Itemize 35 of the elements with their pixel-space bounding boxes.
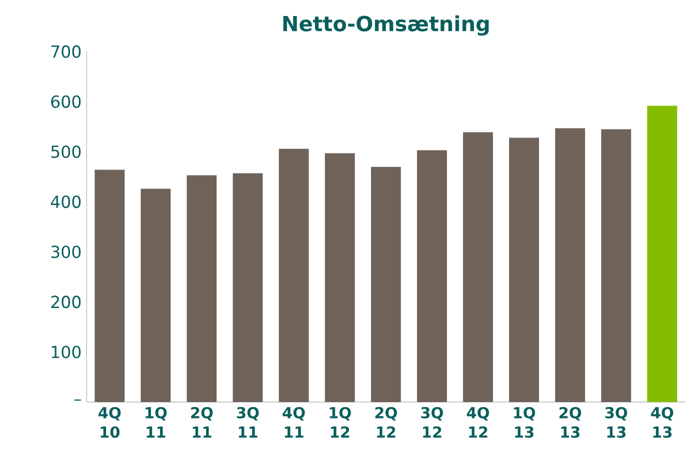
y-tick-label: 600 xyxy=(51,95,81,108)
bar xyxy=(324,153,355,402)
bar xyxy=(555,128,586,402)
bar xyxy=(278,148,309,402)
y-tick-label: 400 xyxy=(50,195,81,208)
y-tick-label: 300 xyxy=(51,246,81,258)
x-tick-label: 4Q 10 xyxy=(98,406,121,438)
bar xyxy=(370,166,401,402)
x-tick-label: 3Q 12 xyxy=(421,406,443,438)
bar xyxy=(463,132,493,402)
x-tick-label: 1Q 12 xyxy=(330,406,351,438)
bar xyxy=(647,106,678,402)
x-tick-label: 2Q 12 xyxy=(375,406,397,438)
x-tick-label: 4Q 11 xyxy=(282,406,305,438)
y-tick-label: 500 xyxy=(51,145,81,158)
bar xyxy=(186,175,217,402)
bar xyxy=(140,188,171,402)
x-tick-label: 2Q 13 xyxy=(560,406,582,438)
x-tick-label: 1Q 11 xyxy=(146,406,167,438)
chart-title: Netto-Omsætning xyxy=(283,15,489,36)
x-tick-label: 3Q 13 xyxy=(605,406,628,438)
y-tick-label: 100 xyxy=(52,346,81,358)
bar xyxy=(509,138,540,402)
bar xyxy=(94,170,125,402)
x-tick-label: 3Q 11 xyxy=(237,406,259,438)
x-tick-label: 4Q 12 xyxy=(466,406,490,438)
y-tick-label: 200 xyxy=(51,296,81,308)
y-tick-label: – xyxy=(74,399,81,401)
y-tick-label: 700 xyxy=(51,45,81,58)
x-tick-label: 4Q 13 xyxy=(651,406,674,438)
bar xyxy=(601,129,632,402)
x-tick-label: 1Q 13 xyxy=(514,406,536,438)
x-tick-label: 2Q 11 xyxy=(191,406,213,438)
bar xyxy=(232,173,263,402)
bar xyxy=(416,150,447,402)
